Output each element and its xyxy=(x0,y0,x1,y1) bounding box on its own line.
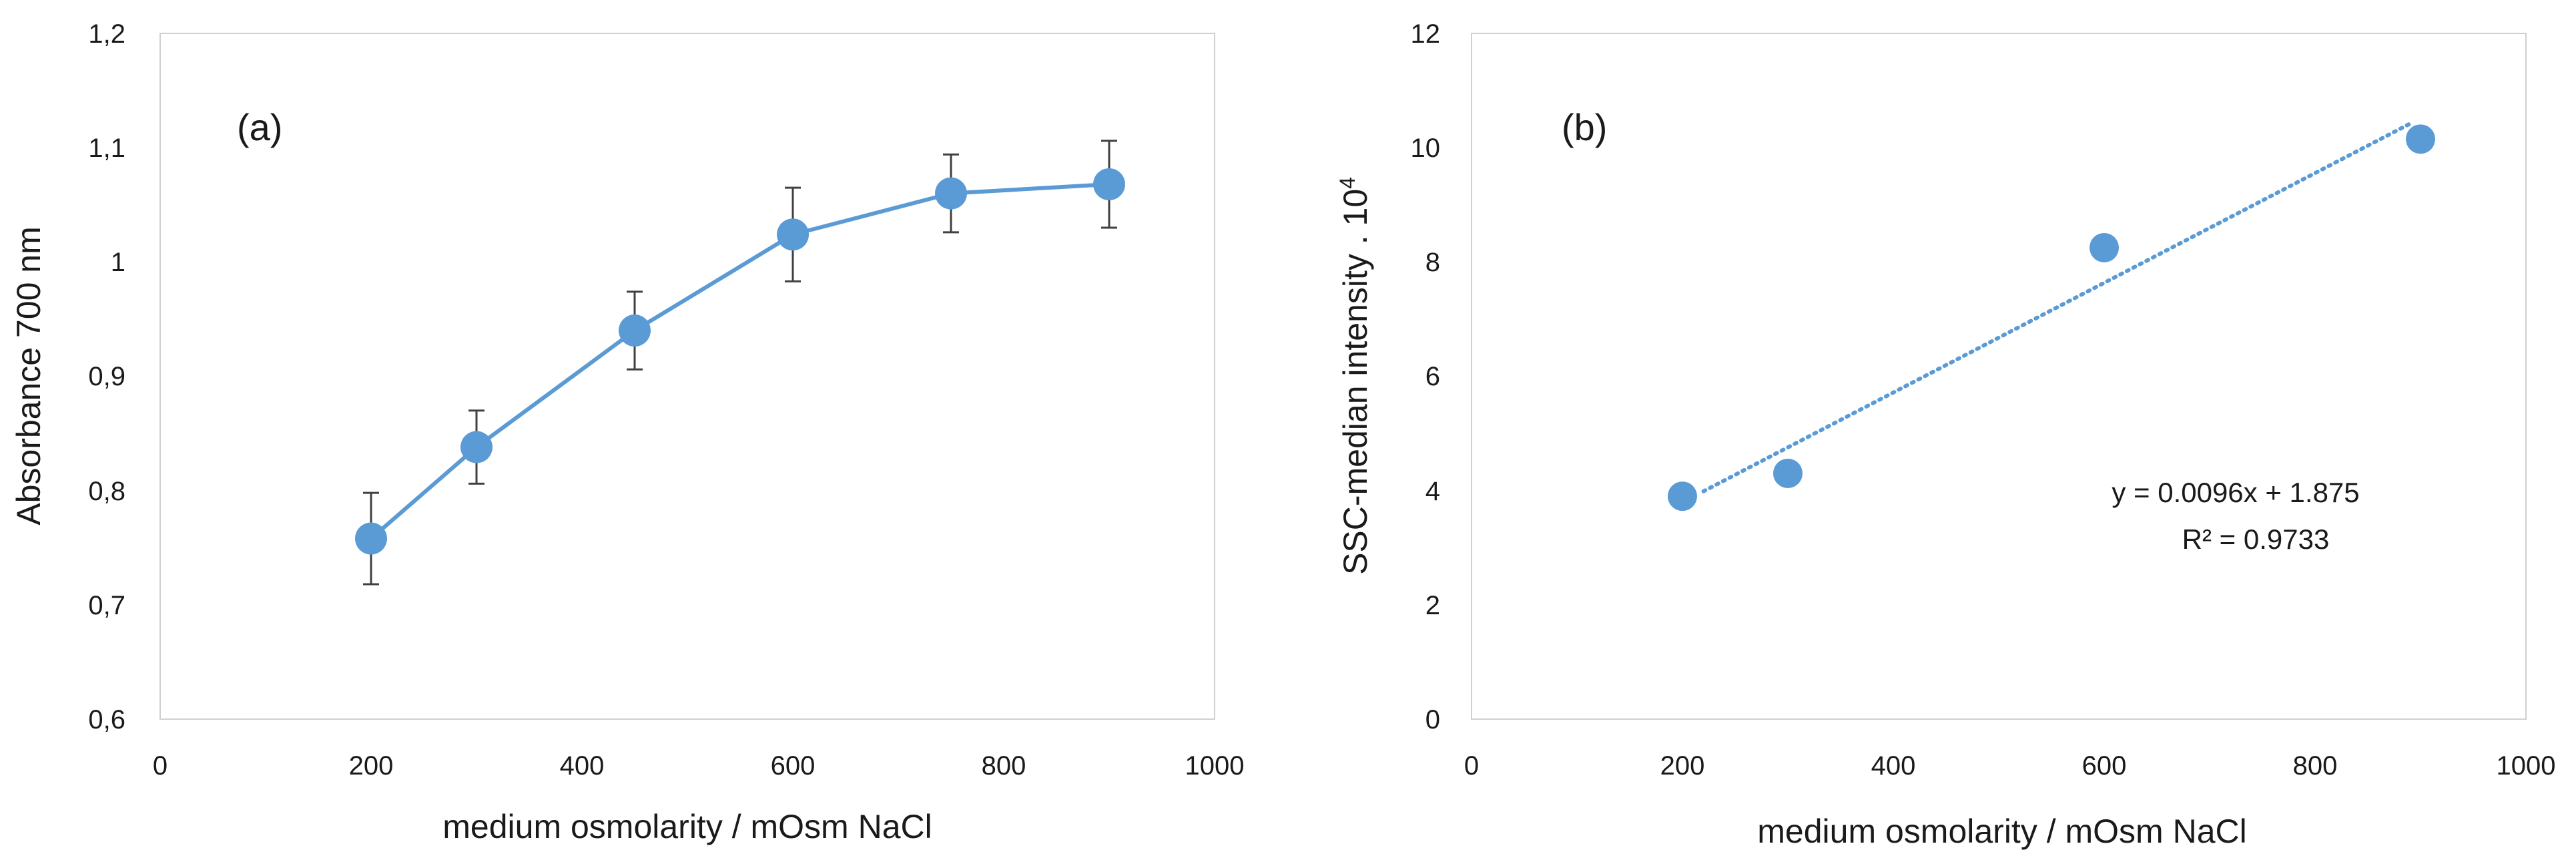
chart-b-y-axis-title: SSC-median intensity . 104 xyxy=(1335,177,1374,575)
chart-a-x-axis-title: medium osmolarity / mOsm NaCl xyxy=(442,808,932,845)
chart-b-x-ticks: 0 200 400 600 800 1000 xyxy=(1464,751,2556,781)
chart-b-x-tick-label: 0 xyxy=(1464,751,1479,781)
chart-b-trendline-r2: R² = 0.9733 xyxy=(2182,523,2330,555)
chart-a-frame xyxy=(159,33,1215,720)
chart-a-data-point xyxy=(777,218,809,251)
chart-b-y-tick-label: 6 xyxy=(1425,362,1440,391)
chart-b-marks xyxy=(1668,122,2435,511)
chart-a-y-tick-label: 0,7 xyxy=(88,591,125,620)
chart-a-data-point xyxy=(355,522,387,555)
chart-b-data-point xyxy=(2406,124,2435,154)
chart-a-x-tick-label: 0 xyxy=(153,751,168,781)
chart-a-series-line xyxy=(370,182,1110,540)
chart-b-y-tick-label: 8 xyxy=(1425,248,1440,277)
chart-a-y-tick-label: 0,9 xyxy=(88,362,125,391)
chart-b-y-tick-label: 4 xyxy=(1425,477,1440,506)
chart-b-y-ticks: 0 2 4 6 8 10 12 xyxy=(1411,19,1441,734)
chart-a-data-point xyxy=(619,314,651,347)
chart-a-x-tick-label: 1000 xyxy=(1185,751,1245,781)
chart-a-x-ticks: 0 200 400 600 800 1000 xyxy=(153,751,1245,781)
chart-b-x-tick-label: 800 xyxy=(2293,751,2338,781)
chart-b-data-point xyxy=(1773,458,1803,488)
chart-a-y-ticks: 0,6 0,7 0,8 0,9 1 1,1 1,2 xyxy=(88,19,125,734)
chart-b-y-tick-label: 0 xyxy=(1425,705,1440,734)
chart-b-data-point xyxy=(1668,481,1697,511)
chart-a-y-axis-title: Absorbance 700 nm xyxy=(10,226,47,525)
chart-a-x-tick-label: 400 xyxy=(560,751,605,781)
chart-b-trendline xyxy=(1701,122,2412,493)
chart-a-y-tick-label: 0,6 xyxy=(88,705,125,734)
chart-a-marks xyxy=(355,140,1125,586)
chart-a-data-point xyxy=(1093,168,1125,200)
chart-b-x-tick-label: 400 xyxy=(1871,751,1916,781)
chart-a-y-tick-label: 1,1 xyxy=(88,134,125,163)
chart-a-data-point xyxy=(460,431,493,463)
chart-b-plot-frame xyxy=(1471,33,2527,720)
chart-b-x-tick-label: 600 xyxy=(2082,751,2127,781)
chart-a-data-point xyxy=(935,177,967,210)
chart-b-panel-label: (b) xyxy=(1562,106,1607,148)
chart-b-y-tick-label: 10 xyxy=(1411,134,1441,163)
chart-a-panel-label: (a) xyxy=(237,106,282,148)
chart-panel-a: 0 200 400 600 800 1000 0,6 0,7 0,8 0,9 1… xyxy=(10,19,1244,845)
chart-a-plot-frame xyxy=(159,33,1215,720)
chart-b-y-axis-title-main: SSC-median intensity . 10 xyxy=(1337,189,1374,575)
chart-panel-b: 0 200 400 600 800 1000 0 2 4 6 8 10 12 m… xyxy=(1335,19,2555,850)
chart-a-x-tick-label: 600 xyxy=(771,751,816,781)
chart-b-x-tick-label: 200 xyxy=(1660,751,1705,781)
chart-b-data-point xyxy=(2089,232,2119,262)
chart-b-y-tick-label: 2 xyxy=(1425,591,1440,620)
chart-b-y-axis-title-superscript: 4 xyxy=(1335,177,1359,189)
chart-b-frame xyxy=(1471,33,2527,720)
chart-b-x-axis-title: medium osmolarity / mOsm NaCl xyxy=(1757,813,2246,850)
chart-a-x-tick-label: 800 xyxy=(982,751,1026,781)
chart-b-x-tick-label: 1000 xyxy=(2497,751,2556,781)
chart-b-y-tick-label: 12 xyxy=(1411,19,1441,49)
chart-a-y-tick-label: 0,8 xyxy=(88,477,125,506)
chart-b-trendline-equation: y = 0.0096x + 1.875 xyxy=(2112,477,2359,508)
chart-a-y-tick-label: 1,2 xyxy=(88,19,125,49)
chart-a-x-tick-label: 200 xyxy=(349,751,394,781)
chart-a-y-tick-label: 1 xyxy=(111,248,125,277)
